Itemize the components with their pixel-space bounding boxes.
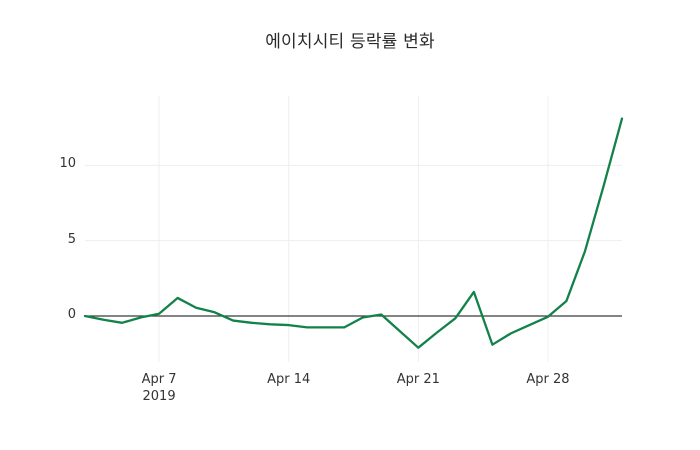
x-tick-label: Apr 14 [239,371,339,388]
x-tick-label-line1: Apr 14 [267,372,311,387]
x-tick-label-line1: Apr 28 [526,372,570,387]
horizontal-gridlines [85,164,622,242]
x-tick-label: Apr 21 [368,371,468,388]
x-tick-label: Apr 7 2019 [109,371,209,405]
y-tick-label: 0 [67,307,76,323]
x-tick-label: Apr 28 [498,371,598,388]
vertical-gridlines [158,96,549,362]
x-tick-label-line1: Apr 21 [396,372,440,387]
y-tick-label: 5 [67,231,76,247]
series-line [83,117,624,349]
y-tick-label: 10 [59,156,76,172]
chart-title: 에이치시티 등락률 변화 [265,32,435,52]
x-tick-label-line1: Apr 7 [141,372,177,387]
x-tick-label-line2: 2019 [142,389,176,404]
